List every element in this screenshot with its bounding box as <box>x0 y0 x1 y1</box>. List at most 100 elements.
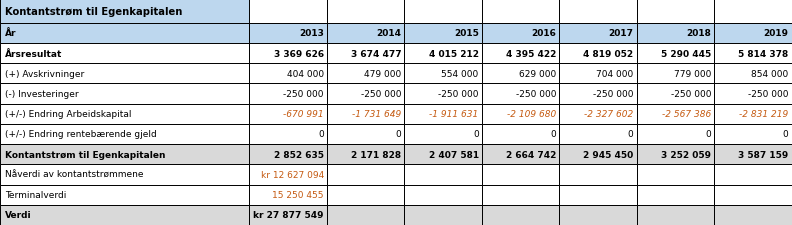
Text: 779 000: 779 000 <box>674 70 711 79</box>
Text: 3 674 477: 3 674 477 <box>351 49 402 58</box>
Text: 2013: 2013 <box>299 29 324 38</box>
Bar <box>249 185 327 205</box>
Text: kr 12 627 094: kr 12 627 094 <box>261 170 324 179</box>
Bar <box>327 185 405 205</box>
Bar <box>405 0 482 24</box>
Bar <box>405 205 482 225</box>
Text: -2 109 680: -2 109 680 <box>507 110 556 119</box>
Text: 2015: 2015 <box>454 29 478 38</box>
Text: 0: 0 <box>473 130 478 139</box>
Bar <box>327 205 405 225</box>
Bar <box>482 144 559 164</box>
Bar <box>714 24 792 44</box>
Text: Kontantstrøm til Egenkapitalen: Kontantstrøm til Egenkapitalen <box>5 150 166 159</box>
Bar <box>0 164 249 185</box>
Bar <box>405 64 482 84</box>
Text: 3 252 059: 3 252 059 <box>661 150 711 159</box>
Bar <box>327 44 405 64</box>
Bar <box>637 64 714 84</box>
Bar <box>249 205 327 225</box>
Text: -1 731 649: -1 731 649 <box>352 110 402 119</box>
Bar <box>405 185 482 205</box>
Text: 15 250 455: 15 250 455 <box>272 190 324 199</box>
Bar <box>249 124 327 144</box>
Bar <box>637 205 714 225</box>
Text: Kontantstrøm til Egenkapitalen: Kontantstrøm til Egenkapitalen <box>5 7 182 17</box>
Bar <box>249 104 327 124</box>
Bar <box>482 0 559 24</box>
Text: 629 000: 629 000 <box>519 70 556 79</box>
Text: 2019: 2019 <box>763 29 789 38</box>
Text: -1 911 631: -1 911 631 <box>429 110 478 119</box>
Bar <box>714 104 792 124</box>
Text: -2 831 219: -2 831 219 <box>739 110 789 119</box>
Bar <box>559 104 637 124</box>
Bar <box>0 124 249 144</box>
Bar <box>559 144 637 164</box>
Text: 3 587 159: 3 587 159 <box>738 150 789 159</box>
Text: 4 015 212: 4 015 212 <box>428 49 478 58</box>
Text: 5 290 445: 5 290 445 <box>661 49 711 58</box>
Bar <box>482 64 559 84</box>
Bar <box>482 84 559 104</box>
Bar <box>249 0 327 24</box>
Bar <box>405 104 482 124</box>
Bar <box>0 84 249 104</box>
Text: -250 000: -250 000 <box>284 90 324 99</box>
Bar <box>714 124 792 144</box>
Text: -2 567 386: -2 567 386 <box>662 110 711 119</box>
Bar <box>714 84 792 104</box>
Bar <box>559 164 637 185</box>
Bar <box>482 24 559 44</box>
Bar <box>559 24 637 44</box>
Text: -250 000: -250 000 <box>516 90 556 99</box>
Text: Årsresultat: Årsresultat <box>5 49 62 58</box>
Text: 854 000: 854 000 <box>752 70 789 79</box>
Text: 0: 0 <box>395 130 402 139</box>
Text: 0: 0 <box>550 130 556 139</box>
Text: 2018: 2018 <box>686 29 711 38</box>
Bar <box>249 164 327 185</box>
Text: 2 852 635: 2 852 635 <box>274 150 324 159</box>
Text: 0: 0 <box>782 130 789 139</box>
Bar <box>249 24 327 44</box>
Bar <box>0 44 249 64</box>
Text: -250 000: -250 000 <box>748 90 789 99</box>
Bar <box>482 44 559 64</box>
Bar <box>559 44 637 64</box>
Text: År: År <box>5 29 17 38</box>
Bar <box>637 124 714 144</box>
Bar <box>405 124 482 144</box>
Bar <box>559 185 637 205</box>
Bar <box>637 144 714 164</box>
Bar <box>559 84 637 104</box>
Bar <box>405 144 482 164</box>
Bar <box>327 64 405 84</box>
Bar <box>714 164 792 185</box>
Bar <box>0 104 249 124</box>
Bar <box>559 124 637 144</box>
Bar <box>327 164 405 185</box>
Bar <box>559 64 637 84</box>
Bar <box>249 44 327 64</box>
Bar <box>559 205 637 225</box>
Bar <box>714 185 792 205</box>
Bar <box>249 144 327 164</box>
Bar <box>637 104 714 124</box>
Text: 2014: 2014 <box>376 29 402 38</box>
Text: -670 991: -670 991 <box>284 110 324 119</box>
Bar <box>0 0 259 24</box>
Text: 3 369 626: 3 369 626 <box>274 49 324 58</box>
Text: 704 000: 704 000 <box>596 70 634 79</box>
Bar <box>405 24 482 44</box>
Text: 0: 0 <box>706 130 711 139</box>
Bar <box>0 24 249 44</box>
Bar <box>0 185 249 205</box>
Text: 554 000: 554 000 <box>441 70 478 79</box>
Bar <box>714 205 792 225</box>
Text: Terminalverdi: Terminalverdi <box>5 190 66 199</box>
Bar <box>327 144 405 164</box>
Text: 479 000: 479 000 <box>364 70 402 79</box>
Bar <box>482 124 559 144</box>
Text: 0: 0 <box>628 130 634 139</box>
